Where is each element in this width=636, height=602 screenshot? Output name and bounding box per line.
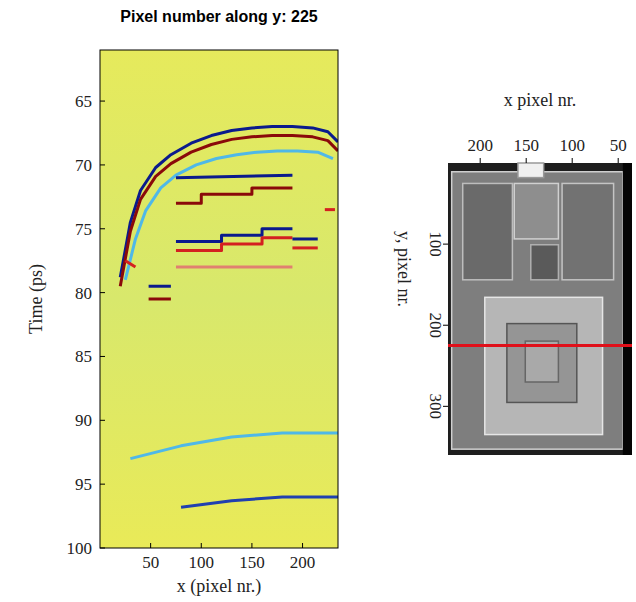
x-tick-label: 200 bbox=[290, 553, 316, 572]
chip-component bbox=[562, 183, 614, 279]
x-tick bbox=[480, 158, 481, 163]
x-tick-label: 150 bbox=[513, 136, 539, 155]
y-tick-label: 80 bbox=[75, 284, 92, 303]
image-background bbox=[448, 163, 632, 455]
chart: 50 100 150 200 65 70 75 80 85 90 95 100 Pixel number… bbox=[0, 0, 636, 602]
x-tick bbox=[302, 543, 303, 548]
echo-line bbox=[125, 151, 333, 280]
plot-frame bbox=[100, 50, 338, 548]
chip-component bbox=[514, 183, 558, 238]
echo-line bbox=[176, 229, 292, 242]
series-group bbox=[120, 127, 338, 508]
y-tick bbox=[100, 164, 105, 165]
x-tick bbox=[251, 543, 252, 548]
x-axis-title: x pixel nr. bbox=[504, 90, 577, 110]
y-tick-label: 90 bbox=[75, 411, 92, 430]
highlight-line bbox=[448, 344, 632, 347]
echo-line bbox=[325, 208, 335, 211]
x-tick-label: 50 bbox=[142, 553, 159, 572]
y-tick bbox=[100, 548, 105, 549]
echo-line bbox=[149, 285, 171, 288]
y-tick bbox=[100, 420, 105, 421]
echo-line bbox=[130, 433, 338, 459]
chip-tab bbox=[518, 163, 544, 178]
y-tick-label: 85 bbox=[75, 347, 92, 366]
chip-body bbox=[452, 172, 623, 449]
title: Pixel number along y: 225 bbox=[120, 8, 318, 25]
y-tick bbox=[100, 292, 105, 293]
chip-component bbox=[463, 183, 513, 279]
x-tick-label: 100 bbox=[189, 553, 215, 572]
x-tick-label: 150 bbox=[239, 553, 265, 572]
x-axis-title: x (pixel nr.) bbox=[177, 576, 261, 597]
echo-line bbox=[181, 497, 338, 507]
y-tick bbox=[100, 484, 105, 485]
y-tick-label: 95 bbox=[75, 475, 92, 494]
die-package bbox=[485, 297, 603, 434]
echo-line bbox=[176, 238, 292, 251]
y-tick-label: 100 bbox=[67, 539, 93, 558]
echo-line bbox=[176, 175, 292, 178]
echo-line bbox=[176, 188, 292, 203]
y-tick bbox=[100, 356, 105, 357]
echo-line bbox=[120, 136, 338, 287]
y-tick bbox=[100, 101, 105, 102]
x-tick bbox=[201, 543, 202, 548]
chip-component bbox=[531, 245, 559, 280]
y-tick-label: 200 bbox=[426, 312, 445, 338]
echo-line bbox=[125, 261, 135, 267]
y-axis-title: y, pixel nr. bbox=[394, 231, 414, 307]
y-tick-label: 300 bbox=[426, 394, 445, 420]
x-tick bbox=[572, 158, 573, 163]
x-tick-label: 50 bbox=[610, 136, 627, 155]
x-tick bbox=[526, 158, 527, 163]
y-axis-title: Time (ps) bbox=[26, 264, 47, 334]
die bbox=[507, 324, 577, 403]
echo-line bbox=[292, 237, 317, 240]
die-center bbox=[525, 341, 558, 382]
echo-line bbox=[176, 266, 292, 269]
echo-line bbox=[292, 246, 317, 249]
x-tick bbox=[150, 543, 151, 548]
x-tick-label: 100 bbox=[559, 136, 585, 155]
x-tick-label: 200 bbox=[467, 136, 493, 155]
y-tick-label: 65 bbox=[75, 92, 92, 111]
x-tick bbox=[618, 158, 619, 163]
y-tick bbox=[100, 228, 105, 229]
echo-line bbox=[149, 298, 171, 301]
y-tick-label: 100 bbox=[426, 231, 445, 257]
image-edge bbox=[623, 163, 632, 455]
y-tick-label: 70 bbox=[75, 156, 92, 175]
plot-background bbox=[100, 50, 338, 548]
y-tick-label: 75 bbox=[75, 220, 92, 239]
chip-image bbox=[448, 163, 632, 455]
